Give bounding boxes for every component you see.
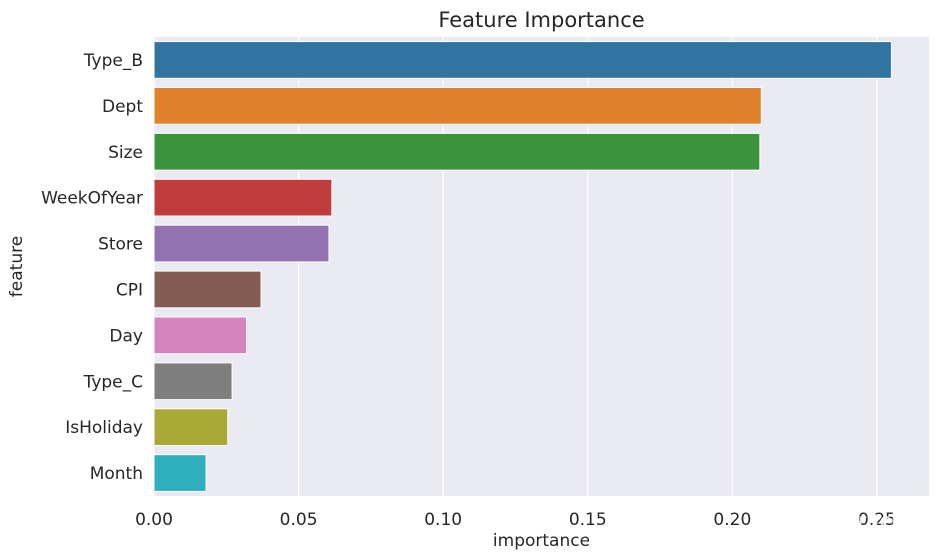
bar-month (153, 454, 207, 492)
bar-type-b (153, 41, 892, 79)
x-tick-label: 0.15 (569, 510, 607, 530)
y-tick-label: CPI (116, 280, 143, 300)
y-tick-label: Type_C (83, 372, 143, 392)
y-tick-label: Store (98, 235, 143, 255)
y-axis-label: feature (7, 236, 27, 297)
bar-store (153, 224, 330, 263)
wechat-icon (787, 508, 815, 531)
bar-weekofyear (153, 178, 333, 217)
x-tick-label: 0.05 (280, 510, 318, 530)
y-tick-label: WeekOfYear (41, 189, 143, 209)
x-tick-label: 0.00 (135, 510, 173, 530)
x-tick-label: 0.20 (713, 510, 751, 530)
bars (153, 41, 892, 492)
x-tick-label: 0.10 (424, 510, 462, 530)
y-tick-label: IsHoliday (65, 418, 143, 438)
x-axis-label: importance (493, 531, 590, 551)
bar-type-c (153, 362, 233, 401)
y-tick-label: Type_B (83, 51, 143, 71)
bar-dept (153, 86, 762, 125)
chart-title: Feature Importance (438, 8, 644, 32)
y-tick-label: Dept (102, 97, 143, 117)
y-tick-label: Month (90, 464, 143, 484)
y-tick-labels: Type_B Dept Size WeekOfYear Store CPI Day Type_… (41, 51, 143, 484)
bar-day (153, 316, 248, 355)
y-tick-label: Day (109, 326, 143, 346)
bar-size (153, 132, 761, 171)
bar-cpi (153, 270, 262, 309)
watermark-text: alitrack (825, 509, 904, 533)
watermark: alitrack (787, 508, 904, 533)
x-tick-labels: 0.00 0.05 0.10 0.15 0.20 0.25 (135, 510, 896, 530)
y-tick-label: Size (108, 143, 143, 163)
bar-isholiday (153, 408, 229, 447)
x-tick-label: 0.25 (858, 510, 896, 530)
